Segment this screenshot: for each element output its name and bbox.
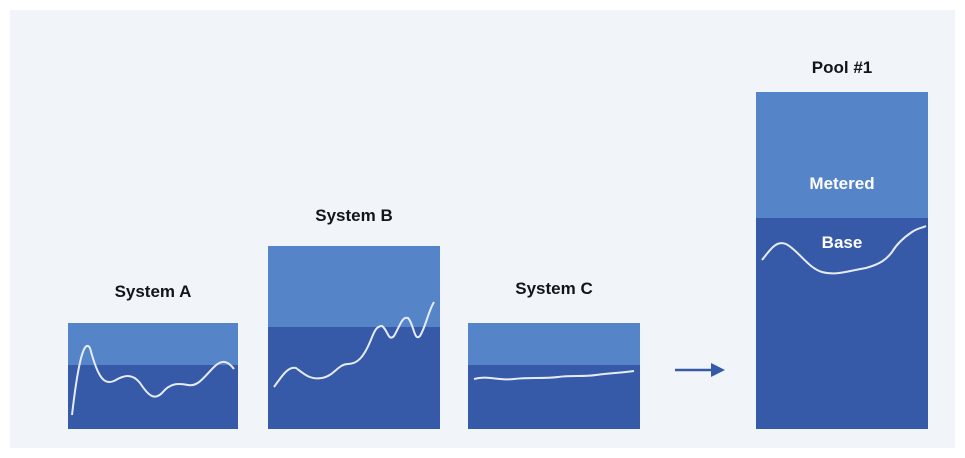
system-c-usage-line xyxy=(473,370,635,381)
system-c-label: System C xyxy=(515,279,593,298)
pool-metered-area xyxy=(756,92,928,218)
pool-base-area xyxy=(756,218,928,429)
system-b-usage-line xyxy=(273,301,435,388)
right-arrow-icon xyxy=(675,363,725,377)
pool-title: Pool #1 xyxy=(811,58,873,77)
system-b-box xyxy=(268,246,440,429)
system-c-base-area xyxy=(468,365,640,429)
system-a-usage-line xyxy=(71,345,235,416)
system-b-label: System B xyxy=(315,206,393,225)
system-a-box xyxy=(68,323,238,429)
diagram-canvas: System A System B System C Pool #1 xyxy=(10,10,955,448)
pool-usage-line xyxy=(761,225,927,275)
pool-box: Metered Base xyxy=(756,92,928,429)
base-label: Base xyxy=(821,233,863,252)
system-c-box xyxy=(468,323,640,429)
metered-label: Metered xyxy=(809,174,875,193)
system-c-metered-area xyxy=(468,323,640,365)
system-b-base-area xyxy=(268,327,440,429)
system-b-metered-area xyxy=(268,246,440,327)
system-a-label: System A xyxy=(114,282,192,301)
system-a-metered-area xyxy=(68,323,238,365)
